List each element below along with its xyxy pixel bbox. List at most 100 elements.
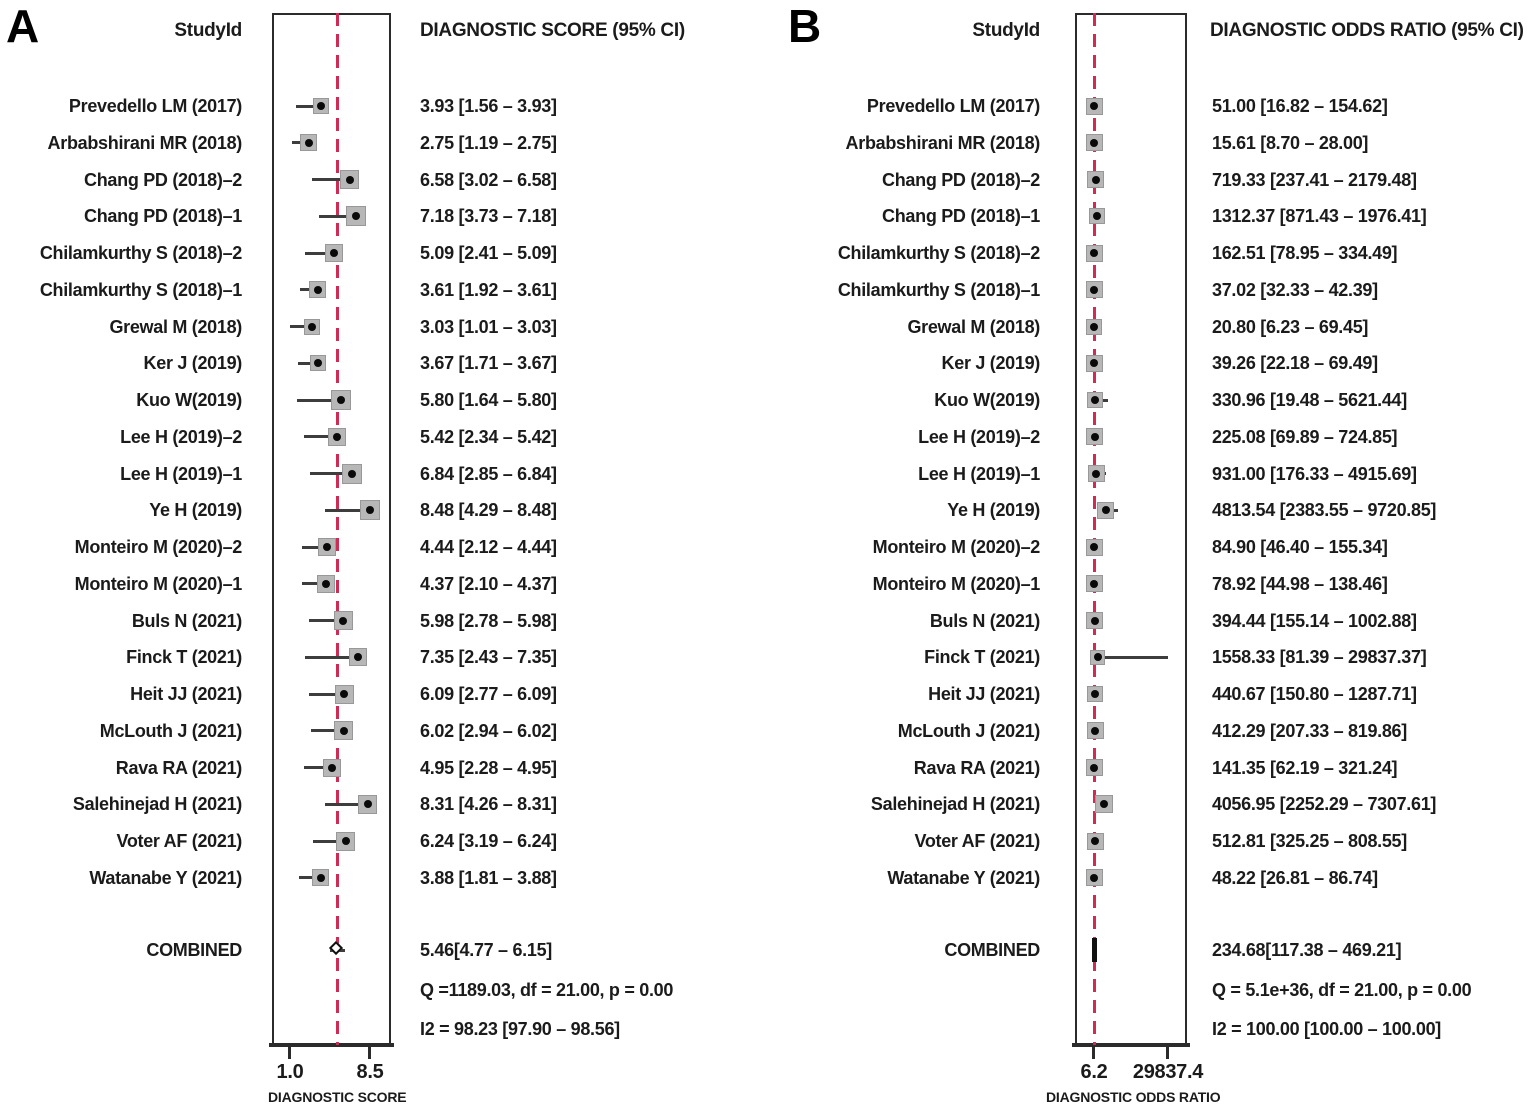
panel-a-ci-value: 8.31 [4.26 – 8.31]: [420, 794, 557, 815]
panel-b-axis-line: [1072, 1043, 1190, 1047]
panel-a-ci-value: 2.75 [1.19 – 2.75]: [420, 132, 557, 153]
panel-a-ci-whisker: [303, 766, 333, 770]
panel-a-ci-value: 7.35 [2.43 – 7.35]: [420, 647, 557, 668]
panel-a-ci-whisker: [297, 361, 319, 365]
panel-b-ci-value: 39.26 [22.18 – 69.49]: [1212, 353, 1378, 374]
panel-b-ci-value: 440.67 [150.80 – 1287.71]: [1212, 684, 1417, 705]
panel-b-study-label: Ye H (2019): [947, 500, 1040, 521]
panel-a-ci-value: 5.42 [2.34 – 5.42]: [420, 426, 557, 447]
panel-b-study-label: Heit JJ (2021): [928, 684, 1040, 705]
panel-a-ci-whisker: [299, 288, 318, 292]
panel-a-study-label: Kuo W(2019): [136, 390, 242, 411]
panel-a-point-estimate-dot: [339, 616, 348, 625]
panel-a-study-label: Monteiro M (2020)–2: [74, 537, 243, 558]
panel-a-point-estimate-dot: [339, 726, 348, 735]
panel-b-ci-value: 931.00 [176.33 – 4915.69]: [1212, 463, 1417, 484]
panel-b-study-label: Watanabe Y (2021): [887, 867, 1040, 888]
panel-a-point-estimate-dot: [307, 322, 316, 331]
panel-b-axis-title: DIAGNOSTIC ODDS RATIO: [1046, 1089, 1221, 1105]
panel-b-combined-label: COMBINED: [944, 940, 1040, 960]
panel-b-study-label: Lee H (2019)–2: [918, 426, 1040, 447]
panel-b-q-statistic-text: Q = 5.1e+36, df = 21.00, p = 0.00: [1212, 980, 1472, 1000]
panel-a-study-label: Voter AF (2021): [116, 831, 242, 852]
panel-b-study-label: Rava RA (2021): [913, 757, 1041, 778]
panel-b-ci-value: 225.08 [69.89 – 724.85]: [1212, 426, 1398, 447]
panel-b-ci-value: 15.61 [8.70 – 28.00]: [1212, 132, 1369, 153]
panel-b-ci-value: 394.44 [155.14 – 1002.88]: [1212, 610, 1417, 631]
panel-a-ci-whisker: [310, 729, 344, 733]
panel-b-ci-value: 512.81 [325.25 – 808.55]: [1212, 831, 1407, 852]
panel-a-point-estimate-dot: [322, 543, 331, 552]
panel-b-combined-dashed-line: [1093, 13, 1097, 1045]
panel-a-ci-whisker: [296, 398, 342, 402]
panel-b-ci-value: 20.80 [6.23 – 69.45]: [1212, 316, 1369, 337]
panel-a-study-label: Prevedello LM (2017): [68, 96, 242, 116]
panel-a-i2-statistic-text: I2 = 98.23 [97.90 – 98.56]: [420, 1019, 620, 1039]
panel-a-point-estimate-dot: [365, 506, 374, 515]
panel-b-point-estimate-dot: [1092, 469, 1101, 478]
panel-b-point-estimate-dot: [1090, 616, 1099, 625]
panel-b-study-label: Arbabshirani MR (2018): [845, 132, 1041, 153]
panel-b-ci-value: 719.33 [237.41 – 2179.48]: [1212, 169, 1417, 190]
panel-b-ci-whisker: [1094, 655, 1168, 659]
panel-b-point-estimate-dot: [1100, 800, 1109, 809]
panel-b-point-estimate-dot: [1091, 837, 1100, 846]
panel-a-study-label: Chang PD (2018)–2: [84, 169, 242, 190]
panel-b-point-estimate-dot: [1090, 322, 1099, 331]
panel-a-ci-whisker: [295, 104, 322, 108]
panel-a-point-estimate-dot: [345, 175, 354, 184]
panel-b-combined-bar: [1092, 938, 1098, 962]
panel-a-study-label: Grewal M (2018): [109, 316, 242, 337]
panel-b-point-estimate-dot: [1090, 543, 1099, 552]
panel-a-ci-whisker: [298, 876, 321, 880]
panel-a-point-estimate-dot: [329, 249, 338, 258]
panel-a-study-label: Chang PD (2018)–1: [84, 206, 242, 227]
panel-a-ci-value: 3.88 [1.81 – 3.88]: [420, 867, 557, 888]
panel-b-point-estimate-dot: [1091, 175, 1100, 184]
panel-a-study-label: Ye H (2019): [149, 500, 242, 521]
panel-a-study-label: McLouth J (2021): [99, 720, 243, 741]
panel-b-ci-value: 4056.95 [2252.29 – 7307.61]: [1212, 794, 1437, 815]
panel-b-point-estimate-dot: [1090, 102, 1099, 110]
panel-b-point-estimate-dot: [1093, 653, 1102, 662]
panel-a-study-label: Buls N (2021): [131, 610, 242, 631]
panel-b-study-label: Buls N (2021): [929, 610, 1040, 631]
panel-a-ci-whisker: [304, 435, 338, 439]
panel-a-ci-whisker: [301, 582, 326, 586]
panel-a-ci-whisker: [301, 545, 327, 549]
panel-b-point-estimate-dot: [1093, 212, 1102, 221]
panel-b-letter: B: [788, 0, 821, 52]
panel-a-ci-value: 3.61 [1.92 – 3.61]: [420, 279, 557, 300]
panel-b-study-label: Salehinejad H (2021): [870, 794, 1040, 815]
panel-a-study-label: Chilamkurthy S (2018)–2: [39, 243, 242, 264]
panel-b-study-label: Voter AF (2021): [914, 831, 1040, 852]
panel-b-study-label: Finck T (2021): [924, 647, 1040, 668]
panel-b-study-label: Chilamkurthy S (2018)–2: [837, 243, 1040, 264]
panel-b-study-label: Monteiro M (2020)–1: [872, 573, 1041, 594]
panel-a-ci-value: 4.37 [2.10 – 4.37]: [420, 573, 557, 594]
panel-a-ci-value: 4.95 [2.28 – 4.95]: [420, 757, 557, 778]
panel-b-ci-value: 162.51 [78.95 – 334.49]: [1212, 243, 1398, 264]
panel-a-point-estimate-dot: [337, 396, 346, 405]
panel-a-point-estimate-dot: [317, 102, 326, 110]
panel-b-ci-value: 330.96 [19.48 – 5621.44]: [1212, 390, 1407, 411]
panel-a-ci-value: 4.44 [2.12 – 4.44]: [420, 537, 557, 558]
panel-b-ci-value: 1558.33 [81.39 – 29837.37]: [1212, 647, 1427, 668]
panel-a-combined-dashed-line: [336, 13, 340, 1045]
panel-b-ci-value: 48.22 [26.81 – 86.74]: [1212, 867, 1378, 888]
panel-b-point-estimate-dot: [1090, 873, 1099, 882]
panel-a-ci-whisker: [308, 619, 344, 623]
panel-a-study-label: Salehinejad H (2021): [72, 794, 242, 815]
panel-b-study-label: Lee H (2019)–1: [918, 463, 1040, 484]
panel-b-combined-value: 234.68[117.38 – 469.21]: [1212, 940, 1402, 960]
panel-a-point-estimate-dot: [351, 212, 360, 221]
panel-a-ci-whisker: [309, 472, 353, 476]
panel-a-letter: A: [6, 0, 39, 52]
panel-a-study-label: Watanabe Y (2021): [89, 867, 242, 888]
panel-a-ci-value: 5.09 [2.41 – 5.09]: [420, 243, 557, 264]
panel-b-study-label: Monteiro M (2020)–2: [872, 537, 1041, 558]
panel-b-point-estimate-dot: [1090, 396, 1099, 405]
panel-b-study-label: Kuo W(2019): [934, 390, 1040, 411]
panel-a-axis-line: [269, 1043, 394, 1047]
